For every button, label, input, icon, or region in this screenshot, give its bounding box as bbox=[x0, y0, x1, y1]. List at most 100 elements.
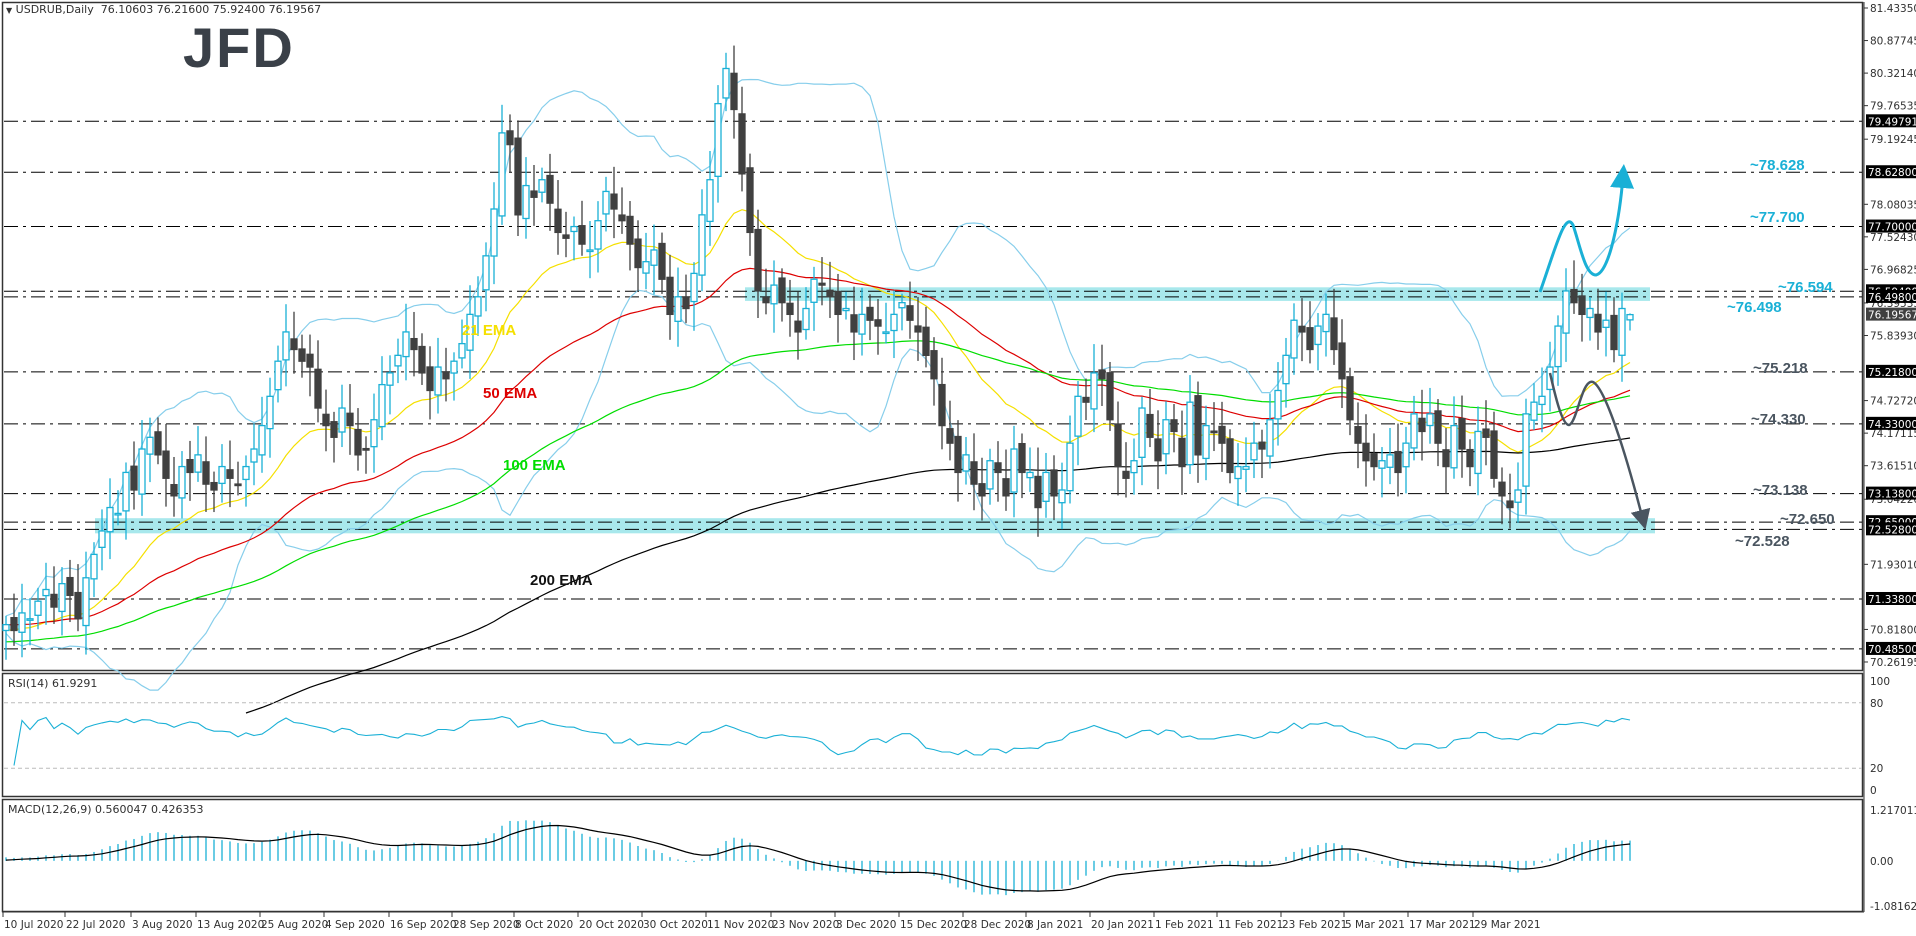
candle-bullish bbox=[650, 249, 658, 266]
candle-bullish bbox=[146, 436, 154, 455]
time-axis[interactable]: 10 Jul 2020 22 Jul 2020 3 Aug 2020 13 Aug 2… bbox=[2, 911, 1864, 931]
candle-bearish bbox=[978, 483, 986, 497]
current-price-tag: 76.19567 bbox=[1868, 310, 1916, 322]
candle-bearish bbox=[1258, 441, 1266, 450]
rsi-axis-label: 100 bbox=[1870, 676, 1890, 688]
candle-bullish bbox=[1522, 413, 1530, 487]
date-label: 29 Mar 2021 bbox=[1474, 919, 1541, 931]
candle-bullish bbox=[450, 360, 458, 374]
macd-axis-label: 0.00 bbox=[1870, 856, 1893, 868]
candle-bullish bbox=[1618, 307, 1626, 356]
candle-bullish bbox=[1474, 430, 1482, 475]
candle-bearish bbox=[1338, 342, 1346, 380]
candle-bullish bbox=[386, 372, 394, 386]
candle-bullish bbox=[1130, 460, 1138, 474]
candle-bullish bbox=[474, 296, 482, 317]
candle-bearish bbox=[1418, 417, 1426, 433]
candle-bearish bbox=[682, 296, 690, 310]
candle-bearish bbox=[786, 302, 794, 316]
annotation-72528: ~72.528 bbox=[1735, 533, 1790, 550]
candle-bearish bbox=[738, 113, 746, 175]
candle-bearish bbox=[154, 431, 162, 456]
price-axis[interactable]: 81.43350 80.87745 80.32140 79.76535 79.19245… bbox=[1863, 2, 1916, 912]
symbol-label: USDRUB,Daily bbox=[15, 3, 94, 16]
candle-bearish bbox=[226, 469, 234, 479]
candle-bullish bbox=[810, 278, 818, 303]
collapse-triangle-icon[interactable]: ▼ bbox=[6, 6, 13, 15]
candle-bearish bbox=[866, 306, 874, 321]
annotation-76498: ~76.498 bbox=[1727, 299, 1782, 316]
price-tick-label: 73.61510 bbox=[1870, 461, 1916, 473]
candle-bearish bbox=[1610, 314, 1618, 351]
date-label: 3 Dec 2020 bbox=[836, 919, 896, 931]
date-label: 11 Feb 2021 bbox=[1218, 919, 1283, 931]
candle-bearish bbox=[234, 483, 242, 487]
price-tick-label: 78.08035 bbox=[1870, 199, 1916, 211]
candle-bullish bbox=[1010, 448, 1018, 493]
candle-bearish bbox=[1082, 396, 1090, 403]
candle-bullish bbox=[706, 179, 714, 223]
ema-label: 200 EMA bbox=[530, 572, 593, 589]
candle-bullish bbox=[1322, 313, 1330, 333]
candle-bearish bbox=[634, 238, 642, 269]
date-label: 13 Aug 2020 bbox=[197, 919, 264, 931]
candle-bearish bbox=[1442, 449, 1450, 468]
macd-label: MACD(12,26,9) 0.560047 0.426353 bbox=[8, 803, 204, 816]
rsi-indicator: 100 80 20 0 bbox=[4, 676, 1890, 797]
candle-bearish bbox=[1034, 475, 1042, 509]
candle-bearish bbox=[1362, 442, 1370, 462]
candle-bearish bbox=[578, 225, 586, 245]
candle-bearish bbox=[1194, 395, 1202, 456]
price-tag-label: 72.52800 bbox=[1868, 524, 1916, 536]
candle-bullish bbox=[1074, 395, 1082, 437]
candle-bullish bbox=[1602, 319, 1610, 329]
candle-bullish bbox=[482, 255, 490, 291]
price-tag-bg bbox=[1866, 486, 1916, 500]
macd-pane[interactable] bbox=[1, 798, 1864, 913]
scenario-arrows bbox=[1538, 164, 1651, 530]
candle-bearish bbox=[1122, 470, 1130, 479]
candle-bullish bbox=[1058, 489, 1066, 504]
candle-bearish bbox=[994, 462, 1002, 474]
macd-indicator: 1.217011 0.00 -1.081622 bbox=[5, 805, 1916, 913]
candle-bearish bbox=[1146, 413, 1154, 438]
price-tag-label: 76.49800 bbox=[1868, 292, 1916, 304]
candle-bearish bbox=[1434, 410, 1442, 444]
ema-label: 100 EMA bbox=[503, 457, 566, 474]
rsi-axis-label: 20 bbox=[1870, 763, 1883, 775]
main-pane[interactable] bbox=[1, 1, 1864, 672]
zone-band bbox=[745, 287, 1650, 301]
date-label: 17 Mar 2021 bbox=[1409, 919, 1476, 931]
candle-bearish bbox=[954, 435, 962, 474]
candle-bullish bbox=[250, 448, 258, 463]
candle-bearish bbox=[442, 371, 450, 380]
candle-bearish bbox=[946, 428, 954, 444]
annotation-76594: ~76.594 bbox=[1778, 279, 1833, 296]
candle-bearish bbox=[1506, 500, 1514, 509]
candle-bullish bbox=[434, 366, 442, 396]
candle-bearish bbox=[202, 461, 210, 485]
candle-bullish bbox=[258, 424, 266, 456]
date-label: 8 Oct 2020 bbox=[515, 919, 573, 931]
candle-bullish bbox=[98, 530, 106, 549]
price-tag-bg bbox=[1866, 114, 1916, 128]
candle-bearish bbox=[162, 450, 170, 479]
rsi-pane[interactable] bbox=[1, 672, 1864, 798]
price-tick-label: 74.17115 bbox=[1870, 428, 1916, 440]
horizontal-levels bbox=[4, 120, 1862, 650]
candle-bearish bbox=[618, 214, 626, 222]
bollinger-lower bbox=[5, 289, 1631, 691]
ema50-line bbox=[5, 267, 1631, 626]
candle-bullish bbox=[394, 354, 402, 367]
price-tag-label: 75.21800 bbox=[1868, 367, 1916, 379]
candle-bullish bbox=[1314, 325, 1322, 346]
date-label: 16 Sep 2020 bbox=[390, 919, 457, 931]
candle-bearish bbox=[626, 215, 634, 245]
candle-bullish bbox=[642, 261, 650, 274]
candle-bearish bbox=[1002, 478, 1010, 497]
candle-bearish bbox=[74, 591, 82, 620]
date-label: 25 Aug 2020 bbox=[261, 919, 328, 931]
zone-band bbox=[95, 518, 1655, 534]
candle-bullish bbox=[458, 342, 466, 359]
